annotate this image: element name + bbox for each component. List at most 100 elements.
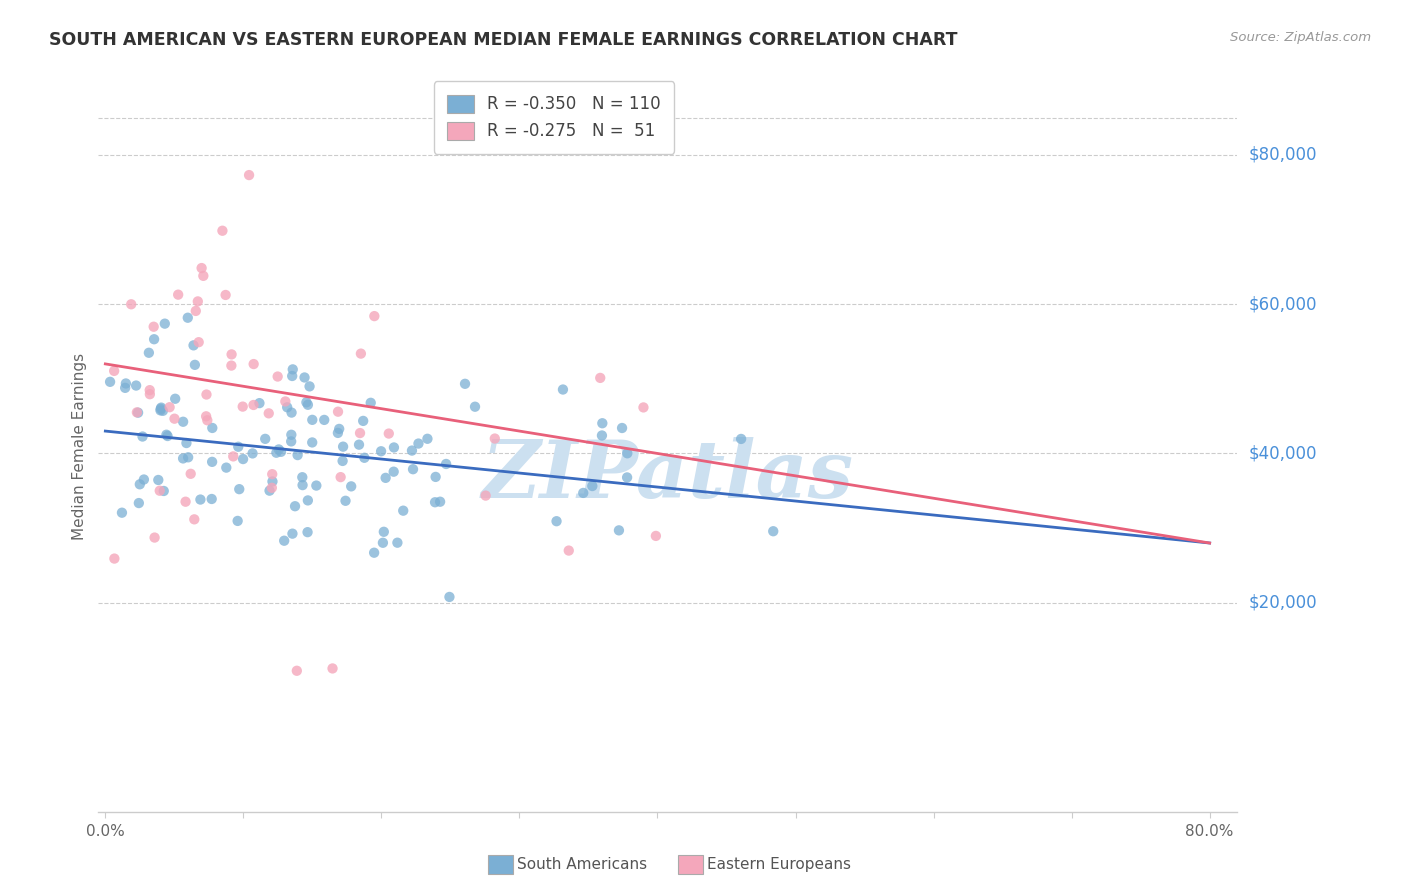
Point: [392, 504, 415, 518]
Point: [143, 332, 166, 346]
Point: [165, 392, 187, 406]
Text: $20,000: $20,000: [1249, 594, 1317, 612]
Point: [349, 425, 371, 440]
Point: [281, 362, 304, 376]
Point: [616, 470, 638, 484]
Point: [373, 524, 395, 539]
Point: [281, 369, 304, 384]
Point: [408, 436, 430, 450]
Text: $80,000: $80,000: [1249, 146, 1317, 164]
Point: [131, 429, 153, 443]
Point: [644, 529, 666, 543]
Point: [378, 426, 401, 441]
Point: [120, 297, 142, 311]
Point: [221, 359, 243, 373]
Point: [226, 514, 249, 528]
Point: [187, 294, 209, 309]
Point: [262, 475, 284, 489]
Point: [429, 494, 451, 508]
Point: [125, 405, 148, 419]
Point: [242, 446, 264, 460]
Point: [152, 404, 174, 418]
Point: [180, 467, 202, 481]
Point: [266, 369, 288, 384]
Point: [195, 387, 218, 401]
Point: [581, 479, 603, 493]
Point: [298, 379, 321, 393]
Point: [370, 444, 392, 458]
Point: [215, 460, 238, 475]
Point: [183, 512, 205, 526]
Point: [281, 526, 304, 541]
Point: [347, 438, 370, 452]
Point: [149, 403, 172, 417]
Point: [143, 531, 166, 545]
Point: [294, 370, 316, 384]
Point: [111, 506, 134, 520]
Point: [249, 396, 271, 410]
Point: [301, 435, 323, 450]
Point: [257, 406, 280, 420]
Point: [201, 491, 224, 506]
Point: [152, 483, 174, 498]
Point: [335, 493, 357, 508]
Point: [176, 436, 198, 450]
Point: [98, 375, 121, 389]
Point: [149, 483, 172, 498]
Point: [350, 346, 373, 360]
Text: $40,000: $40,000: [1249, 444, 1317, 462]
Point: [267, 442, 290, 457]
Point: [163, 411, 186, 425]
Point: [297, 398, 319, 412]
Point: [454, 376, 477, 391]
Point: [195, 409, 218, 424]
Point: [591, 428, 613, 442]
Point: [127, 406, 149, 420]
Point: [328, 422, 350, 436]
Point: [190, 261, 212, 276]
Point: [546, 514, 568, 528]
Point: [360, 396, 382, 410]
Point: [138, 345, 160, 359]
Y-axis label: Median Female Earnings: Median Female Earnings: [72, 352, 87, 540]
Point: [167, 287, 190, 301]
Point: [195, 413, 218, 427]
Point: [103, 551, 125, 566]
Point: [138, 383, 160, 397]
Point: [439, 590, 461, 604]
Point: [363, 309, 385, 323]
Point: [174, 494, 197, 508]
Point: [352, 414, 374, 428]
Point: [184, 304, 207, 318]
Point: [238, 168, 260, 182]
Point: [193, 268, 215, 283]
Point: [177, 310, 200, 325]
Point: [589, 371, 612, 385]
Point: [260, 481, 283, 495]
Point: [730, 432, 752, 446]
Point: [285, 664, 308, 678]
Point: [484, 432, 506, 446]
Point: [762, 524, 785, 539]
Point: [128, 496, 150, 510]
Point: [284, 500, 307, 514]
Text: Eastern Europeans: Eastern Europeans: [707, 857, 851, 871]
Point: [226, 440, 249, 454]
Point: [382, 465, 405, 479]
Point: [201, 421, 224, 435]
Point: [297, 493, 319, 508]
Point: [125, 378, 148, 392]
Point: [232, 452, 254, 467]
Point: [190, 492, 212, 507]
Point: [401, 443, 423, 458]
Point: [156, 429, 179, 443]
Point: [148, 473, 170, 487]
Point: [228, 482, 250, 496]
Point: [232, 400, 254, 414]
Point: [291, 478, 314, 492]
Point: [607, 524, 630, 538]
Point: [616, 446, 638, 460]
Point: [305, 478, 328, 492]
Point: [332, 440, 354, 454]
Point: [259, 483, 281, 498]
